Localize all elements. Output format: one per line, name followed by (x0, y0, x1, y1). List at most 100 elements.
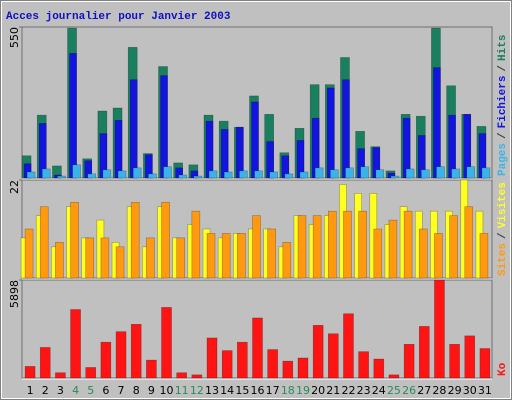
bar (342, 79, 350, 179)
bar (358, 210, 367, 279)
bar (115, 246, 125, 279)
bar (405, 168, 415, 179)
bar (130, 323, 142, 379)
bar (24, 228, 34, 279)
bar (223, 171, 233, 179)
x-tick-label: 28 (432, 384, 446, 397)
bar (129, 79, 138, 179)
bar (267, 349, 278, 379)
x-tick-label: 16 (251, 384, 265, 397)
bar (130, 201, 140, 279)
bar (254, 170, 263, 179)
x-tick-label: 18 (281, 384, 295, 397)
y-tick-label: 22 (8, 180, 21, 194)
x-tick-label: 31 (478, 384, 492, 397)
bar (176, 372, 187, 379)
bar (102, 169, 112, 179)
bar (433, 67, 441, 179)
bar (312, 325, 324, 379)
bar (221, 233, 231, 279)
bar (206, 337, 218, 379)
legend-entry: Ko (497, 362, 509, 376)
bar (299, 171, 309, 179)
bar (239, 170, 248, 179)
bar (100, 341, 112, 379)
bar (26, 171, 36, 179)
bar (221, 350, 233, 379)
bar (85, 237, 95, 279)
bar (297, 215, 307, 279)
x-tick-label: 26 (402, 384, 416, 397)
x-tick-label: 24 (372, 384, 386, 397)
bar (24, 366, 36, 379)
bar (148, 173, 157, 179)
bar (237, 341, 248, 379)
x-tick-label: 8 (133, 384, 140, 397)
bar (434, 279, 445, 379)
x-tick-label: 30 (463, 384, 477, 397)
bar (282, 242, 292, 279)
bar (464, 206, 474, 279)
legend-entry: Sites (497, 243, 509, 276)
bar (436, 166, 445, 179)
legend: Sites / Visites (497, 182, 509, 276)
legend: Ko (497, 362, 509, 376)
bar (191, 210, 201, 279)
x-tick-label: 25 (387, 384, 401, 397)
legend-separator: / (497, 232, 509, 239)
chart-title: Acces journalier pour Janvier 2003 (6, 11, 231, 23)
bar (403, 343, 415, 379)
bar (297, 357, 309, 379)
bar (390, 175, 400, 179)
bar (481, 167, 491, 179)
y-tick-label: 550 (8, 27, 21, 48)
bar (237, 233, 246, 279)
bar (206, 233, 216, 279)
legend-entry: Fichiers (497, 76, 509, 129)
x-tick-label: 1 (27, 384, 34, 397)
bar (100, 237, 110, 279)
bar (115, 331, 127, 379)
bar (284, 173, 294, 179)
bar (205, 120, 214, 179)
legend-entry: Visites (497, 182, 509, 228)
bar (479, 233, 489, 279)
x-tick-label: 21 (326, 384, 340, 397)
x-tick-label: 4 (72, 384, 79, 397)
bar (466, 166, 476, 179)
legend-entry: Hits (497, 35, 509, 61)
bar (358, 351, 369, 379)
x-tick-label: 14 (220, 384, 234, 397)
x-tick-label: 3 (57, 384, 64, 397)
x-tick-label: 2 (42, 384, 49, 397)
bar (373, 358, 385, 379)
bar (328, 210, 337, 279)
x-tick-label: 22 (341, 384, 355, 397)
bar (451, 168, 460, 179)
bar (449, 343, 460, 379)
x-tick-label: 19 (296, 384, 310, 397)
x-tick-label: 15 (235, 384, 249, 397)
bar (55, 372, 66, 379)
bar (160, 75, 168, 179)
bar (479, 348, 491, 379)
bar (403, 210, 413, 279)
bar (327, 87, 335, 179)
bar (178, 174, 187, 179)
bar (161, 307, 172, 379)
bar (345, 167, 354, 179)
bar (39, 347, 51, 379)
x-tick-label: 23 (357, 384, 371, 397)
x-tick-label: 11 (175, 384, 189, 397)
bar (343, 313, 354, 379)
bar (70, 201, 79, 279)
bar (39, 206, 49, 279)
legend-separator: / (497, 132, 509, 139)
bar (269, 171, 278, 179)
bar (114, 120, 123, 179)
x-tick-label: 29 (448, 384, 462, 397)
x-tick-label: 27 (417, 384, 431, 397)
bar (55, 242, 64, 279)
x-tick-label: 6 (102, 384, 109, 397)
